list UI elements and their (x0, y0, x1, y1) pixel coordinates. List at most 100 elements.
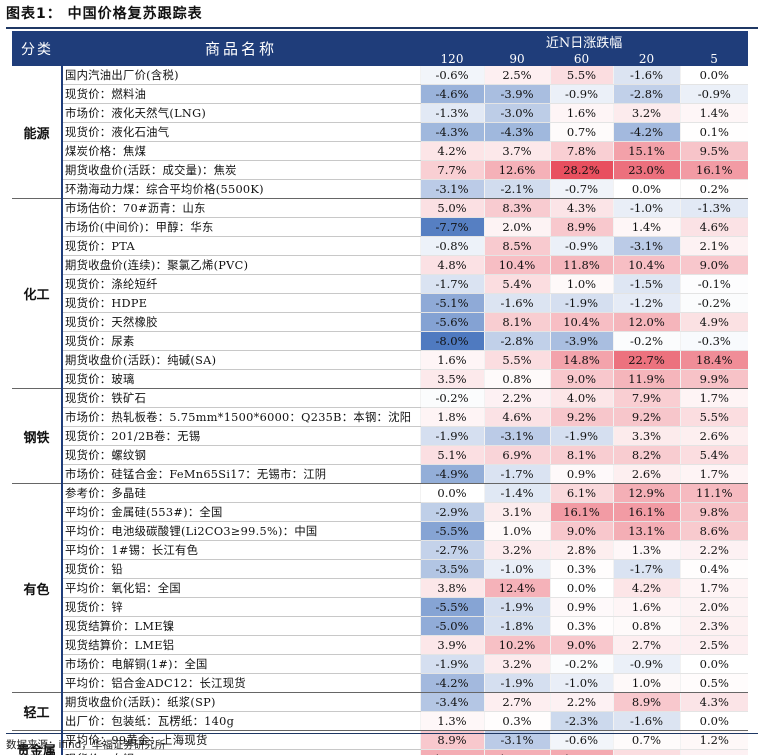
change-value-cell: 6.1% (549, 483, 613, 503)
change-value-cell: 1.6% (612, 597, 680, 617)
change-value-cell: 2.7% (483, 692, 550, 712)
title-rule (6, 27, 758, 29)
table-row: 现货价：白银13.2%13.0%13.9%5.5%2.2% (12, 749, 749, 755)
change-value-cell: 16.1% (549, 502, 613, 522)
change-value-cell: 9.0% (549, 635, 613, 655)
change-value-cell: 8.9% (549, 217, 613, 237)
commodity-name: 平均价：金属硅(553#)：全国 (62, 502, 420, 522)
header-period: 20 (613, 51, 680, 66)
table-row: 轻工 期货收盘价(活跃)：纸浆(SP) -3.4% 2.7% 2.2% 8.9% 4.3% (12, 692, 749, 731)
change-value-cell: -5.1% (419, 293, 484, 313)
change-value-cell: 3.7% (483, 141, 550, 161)
change-value-cell: -3.0% (483, 103, 550, 123)
change-value-cell: 2.3% (679, 616, 749, 636)
change-value-cell: -3.1% (483, 426, 550, 446)
table-row: 现货价：涤纶短纤 -1.7% 5.4% 1.0% -1.5% -0.1% (12, 274, 749, 294)
commodity-name: 期货收盘价(活跃)：纸浆(SP) (62, 692, 420, 712)
change-value-cell: 8.6% (679, 521, 749, 541)
category-label: 轻工 (12, 692, 63, 731)
change-value-cell: 1.7% (679, 578, 749, 598)
change-value-cell: -1.7% (419, 274, 484, 294)
category-label: 贵金属 (12, 730, 63, 755)
change-value-cell: 16.1% (679, 160, 749, 180)
table-row: 贵金属 平均价：99黄金：上海现货 8.9% -3.1% -0.6% 0.7% 1.2% (12, 730, 749, 755)
change-value-cell: 1.6% (419, 350, 484, 370)
commodity-name: 平均价：1#锡：长江有色 (62, 540, 420, 560)
change-value-cell: 8.2% (612, 445, 680, 465)
change-value-cell: -1.8% (483, 616, 550, 636)
change-value-cell: -2.7% (419, 540, 484, 560)
change-value-cell: 0.3% (549, 616, 613, 636)
change-value-cell: 18.4% (679, 350, 749, 370)
commodity-name: 参考价：多晶硅 (62, 483, 420, 503)
change-value-cell: -3.9% (549, 331, 613, 351)
change-value-cell: 5.1% (419, 445, 484, 465)
change-value-cell: 1.3% (419, 711, 484, 731)
commodity-name: 市场价：液化天然气(LNG) (62, 103, 420, 123)
change-value-cell: 15.1% (612, 141, 680, 161)
commodity-name: 现货价：HDPE (62, 293, 420, 313)
change-value-cell: -0.2% (612, 331, 680, 351)
change-value-cell: 1.7% (679, 388, 749, 408)
table-body: 能源 国内汽油出厂价(含税) -0.6% 2.5% 5.5% -1.6% 0.0% 现货价：燃… (12, 66, 749, 755)
commodity-name: 现货结算价：LME铝 (62, 635, 420, 655)
change-value-cell: 7.9% (612, 388, 680, 408)
change-value-cell: -5.5% (419, 597, 484, 617)
commodity-name: 现货价：螺纹钢 (62, 445, 420, 465)
change-value-cell: 9.9% (679, 369, 749, 389)
table-row: 现货价：螺纹钢 5.1% 6.9% 8.1% 8.2% 5.4% (12, 445, 749, 465)
change-value-cell: -4.6% (419, 84, 484, 104)
change-value-cell: 0.0% (549, 578, 613, 598)
change-value-cell: 10.4% (612, 255, 680, 275)
change-value-cell: -5.0% (419, 616, 484, 636)
change-value-cell: -1.7% (483, 464, 550, 484)
table-row: 现货价：HDPE -5.1% -1.6% -1.9% -1.2% -0.2% (12, 293, 749, 313)
change-value-cell: -2.9% (419, 502, 484, 522)
commodity-name: 现货价：锌 (62, 597, 420, 617)
table-row: 钢铁 现货价：铁矿石 -0.2% 2.2% 4.0% 7.9% 1.7% (12, 388, 749, 484)
commodity-name: 出厂价：包装纸：瓦楞纸：140g (62, 711, 420, 731)
change-value-cell: -0.2% (679, 293, 749, 313)
price-table: 分类 商品名称 近N日涨跌幅 120 90 60 20 5 能源 国内汽油出厂价(… (12, 31, 749, 755)
change-value-cell: 12.0% (612, 312, 680, 332)
change-value-cell: 1.4% (612, 217, 680, 237)
category-label: 有色 (12, 483, 63, 693)
table-row: 期货收盘价(活跃)：纯碱(SA) 1.6% 5.5% 14.8% 22.7% 18.4% (12, 350, 749, 370)
change-value-cell: 0.9% (549, 597, 613, 617)
change-value-cell: 4.8% (419, 255, 484, 275)
commodity-name: 国内汽油出厂价(含税) (62, 66, 420, 85)
change-value-cell: 8.1% (483, 312, 550, 332)
change-value-cell: 1.0% (612, 673, 680, 693)
change-value-cell: 1.2% (679, 730, 749, 750)
table-row: 平均价：电池级碳酸锂(Li2CO3≥99.5%)：中国 -5.5% 1.0% 9.0%… (12, 521, 749, 541)
change-value-cell: 9.8% (679, 502, 749, 522)
change-value-cell: -3.1% (419, 179, 484, 199)
change-value-cell: -0.7% (549, 179, 613, 199)
change-value-cell: 3.2% (612, 103, 680, 123)
change-value-cell: 1.7% (679, 464, 749, 484)
table-row: 平均价：铝合金ADC12：长江现货 -4.2% -1.9% -1.0% 1.0% 0.5% (12, 673, 749, 693)
change-value-cell: 0.0% (679, 654, 749, 674)
change-value-cell: 13.1% (612, 521, 680, 541)
table-row: 期货收盘价(活跃：成交量)：焦炭 7.7% 12.6% 28.2% 23.0% 16.1% (12, 160, 749, 180)
commodity-name: 现货价：玻璃 (62, 369, 420, 389)
price-table-grid: 分类 商品名称 近N日涨跌幅 120 90 60 20 5 能源 国内汽油出厂价(… (12, 31, 749, 755)
change-value-cell: -1.3% (419, 103, 484, 123)
change-value-cell: 0.4% (679, 559, 749, 579)
commodity-name: 现货价：铅 (62, 559, 420, 579)
chart-title: 图表1： 中国价格复苏跟踪表 (6, 6, 203, 22)
change-value-cell: 5.5% (679, 407, 749, 427)
change-value-cell: 8.9% (419, 730, 484, 750)
change-value-cell: 4.2% (419, 141, 484, 161)
commodity-name: 期货收盘价(活跃)：纯碱(SA) (62, 350, 420, 370)
change-value-cell: 5.4% (483, 274, 550, 294)
change-value-cell: 28.2% (549, 160, 613, 180)
change-value-cell: -2.8% (483, 331, 550, 351)
change-value-cell: 0.1% (679, 122, 749, 142)
change-value-cell: -0.8% (419, 236, 484, 256)
change-value-cell: -0.6% (549, 730, 613, 750)
table-row: 现货价：PTA -0.8% 8.5% -0.9% -3.1% 2.1% (12, 236, 749, 256)
category-label: 钢铁 (12, 388, 63, 484)
change-value-cell: 2.0% (679, 597, 749, 617)
